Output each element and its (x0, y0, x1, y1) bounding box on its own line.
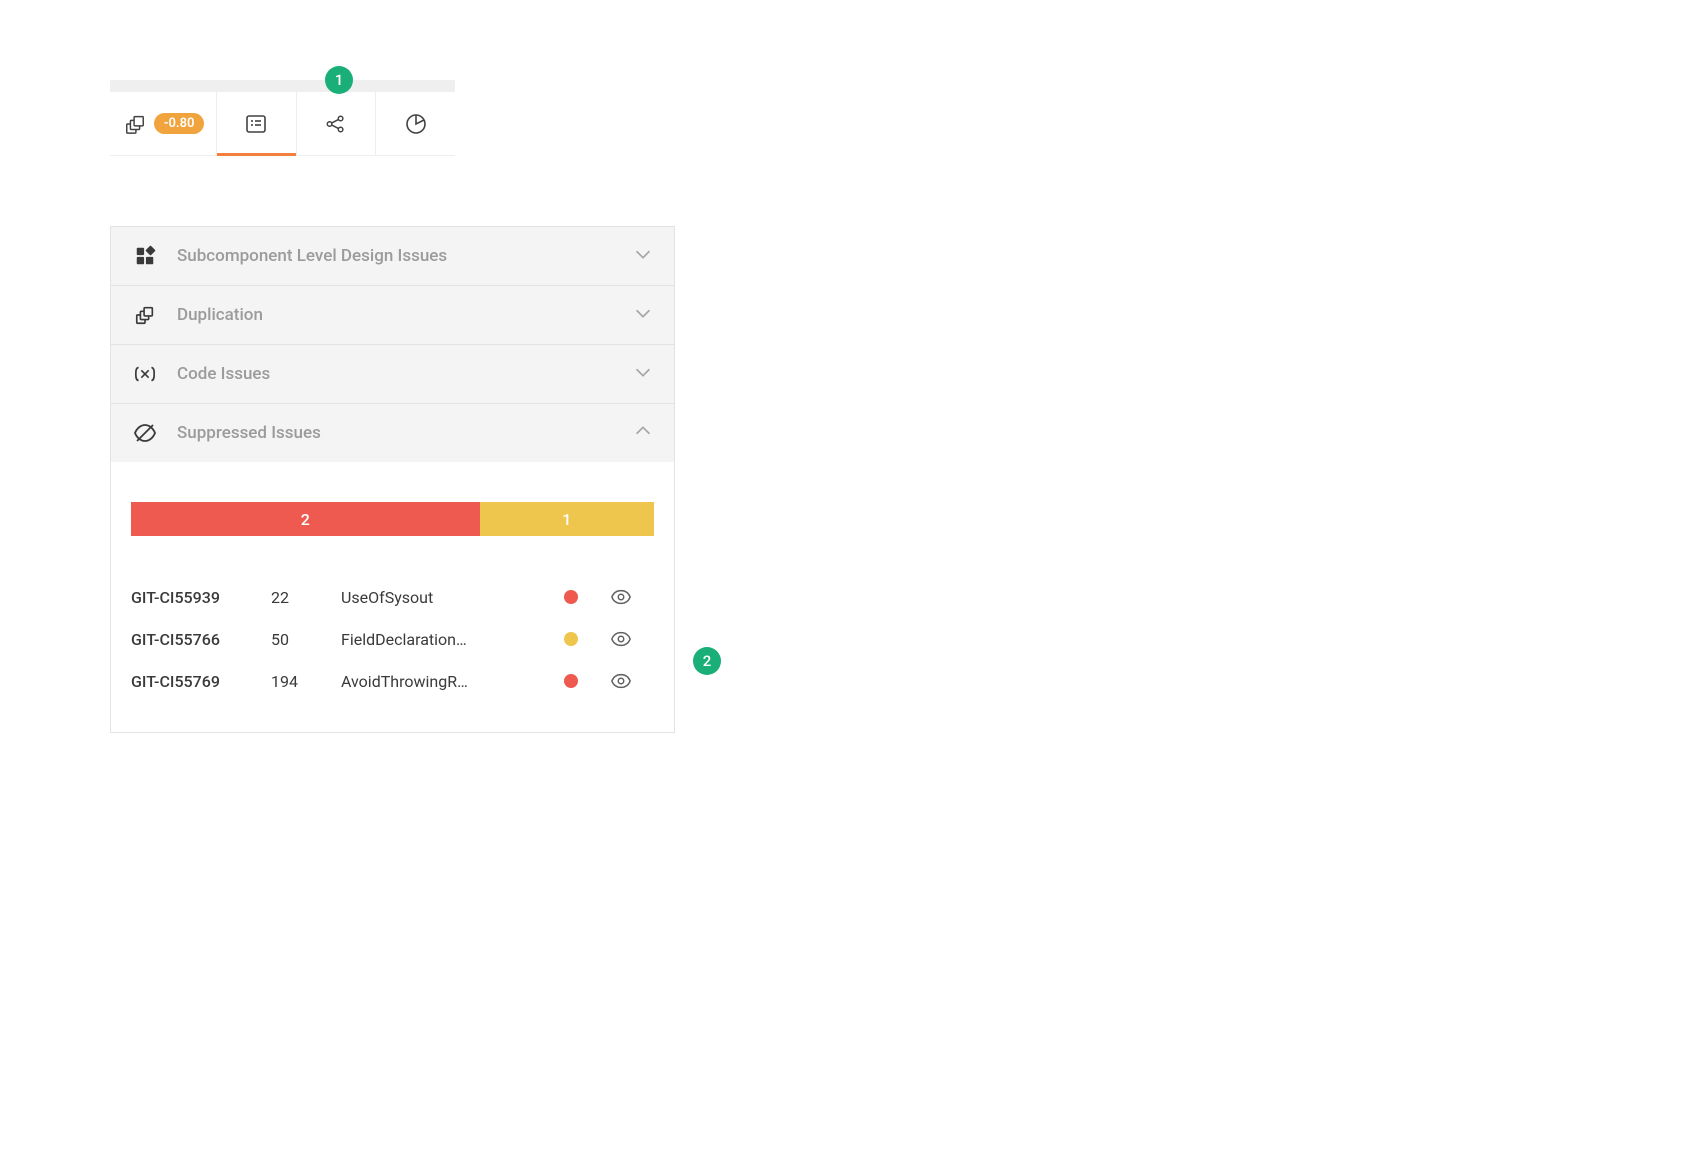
issue-name: FieldDeclaration… (341, 630, 546, 649)
chevron-down-icon (632, 361, 654, 387)
stack-icon (122, 111, 148, 137)
tab-stack[interactable]: -0.80 (110, 92, 217, 155)
code-issues-icon (131, 363, 159, 385)
severity-dot (546, 590, 596, 604)
callout-2-label: 2 (703, 652, 712, 670)
issue-list: GIT-CI55939 22 UseOfSysout GIT-CI55766 5… (131, 576, 654, 702)
distribution-segment-red[interactable]: 2 (131, 502, 480, 536)
tab-list[interactable] (217, 92, 297, 155)
pie-icon (403, 111, 429, 137)
issue-row[interactable]: GIT-CI55939 22 UseOfSysout (131, 576, 654, 618)
accordion-duplication-label: Duplication (177, 305, 632, 325)
issue-line: 194 (271, 672, 341, 691)
graph-icon (323, 111, 349, 137)
issue-row[interactable]: GIT-CI55769 194 AvoidThrowingR… (131, 660, 654, 702)
accordion-duplication[interactable]: Duplication (111, 286, 674, 345)
tab-pie[interactable] (376, 92, 455, 155)
list-icon (243, 111, 269, 137)
duplication-icon (131, 304, 159, 326)
chevron-down-icon (632, 302, 654, 328)
tabbar: -0.80 (110, 92, 455, 156)
accordion-code-issues-label: Code Issues (177, 364, 632, 384)
issue-name: AvoidThrowingR… (341, 672, 546, 691)
chevron-down-icon (632, 243, 654, 269)
eye-off-icon (131, 421, 159, 445)
accordion-subcomponent-label: Subcomponent Level Design Issues (177, 246, 632, 266)
issue-line: 50 (271, 630, 341, 649)
tabbar-container: 1 -0.80 (110, 80, 455, 156)
suppressed-body: 2 1 GIT-CI55939 22 UseOfSysout GIT-CI557… (111, 462, 674, 732)
grid-icon (131, 245, 159, 267)
unsuppress-button[interactable] (596, 628, 646, 650)
tab-stack-badge: -0.80 (154, 113, 205, 134)
issue-line: 22 (271, 588, 341, 607)
callout-2: 2 (693, 647, 721, 675)
issues-panel: Subcomponent Level Design Issues Duplica… (110, 226, 675, 733)
unsuppress-button[interactable] (596, 670, 646, 692)
distribution-segment-yellow[interactable]: 1 (480, 502, 654, 536)
accordion-suppressed-label: Suppressed Issues (177, 423, 632, 443)
accordion-suppressed[interactable]: Suppressed Issues (111, 404, 674, 462)
callout-1-label: 1 (335, 71, 344, 89)
unsuppress-button[interactable] (596, 586, 646, 608)
severity-distribution-bar: 2 1 (131, 502, 654, 536)
severity-dot (546, 632, 596, 646)
accordion-subcomponent[interactable]: Subcomponent Level Design Issues (111, 227, 674, 286)
issue-id: GIT-CI55769 (131, 672, 271, 691)
issue-id: GIT-CI55939 (131, 588, 271, 607)
accordion-code-issues[interactable]: Code Issues (111, 345, 674, 404)
issue-id: GIT-CI55766 (131, 630, 271, 649)
issue-row[interactable]: GIT-CI55766 50 FieldDeclaration… (131, 618, 654, 660)
tabbar-topstrip (110, 80, 455, 92)
callout-1: 1 (325, 66, 353, 94)
issue-name: UseOfSysout (341, 588, 546, 607)
chevron-up-icon (632, 420, 654, 446)
severity-dot (546, 674, 596, 688)
tab-graph[interactable] (297, 92, 377, 155)
